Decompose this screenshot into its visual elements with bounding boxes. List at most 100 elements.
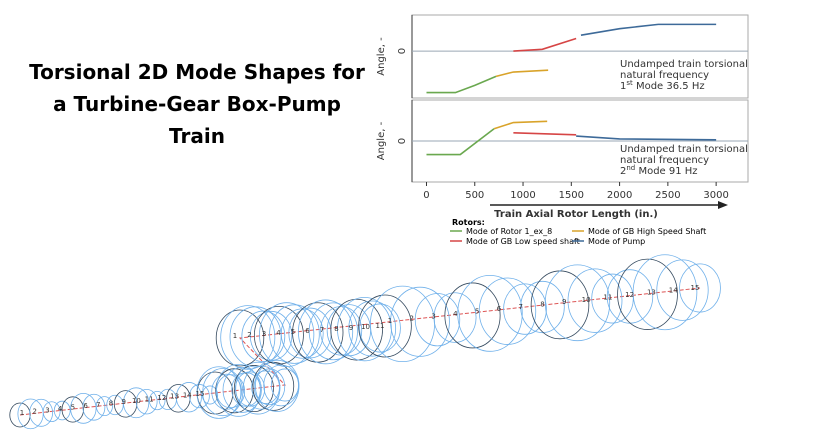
rotor-disk [330,298,383,361]
rotor-disk [259,302,315,368]
rotor-station-label: 10 [132,397,141,405]
series-line [580,23,717,36]
rotor-disk [233,365,274,413]
legend-label: Mode of Rotor 1_ex_8 [466,227,552,236]
rotor-station-label: 10 [361,323,370,331]
legend-label: Mode of GB Low speed shaft [466,237,580,246]
rotor-station-label: 4 [453,310,458,318]
annotation: natural frequency [620,155,709,166]
rotor-disk [269,304,320,364]
annotation: Undamped train torsional [620,59,748,70]
rotor-station-label: 1 [388,317,392,325]
series-line [576,135,717,141]
rotor-disk [70,392,97,424]
rotor-disk [189,384,210,409]
rotor-station-label: 10 [582,296,591,304]
rotor-disk [298,299,354,365]
rotor-disk [390,286,450,357]
rotor-station-label: 7 [518,303,522,311]
rotor-disk [9,402,31,428]
rotor-disk [457,274,523,352]
rotor-station-label: 5 [475,308,479,316]
rotor-station-label: 7 [320,326,324,334]
rotor-station-label: 13 [647,289,656,297]
rotor-disk [229,306,282,368]
rotor-station-label: 1 [233,332,237,340]
rotor-station-label: 8 [109,400,113,408]
rotor-disk [61,396,84,423]
x-arrow [490,201,728,209]
legend-title: Rotors: [452,218,485,227]
rotor-disk [270,368,300,402]
y-tick-label: 0 [397,138,408,144]
annotation-mode-text: Mode 36.5 Hz [633,81,705,92]
rotor-station-label: 14 [669,286,678,294]
annotation: 1st Mode 36.5 Hz [620,79,705,92]
rotor-disk [632,254,698,331]
x-tick-label: 0 [423,190,429,201]
rotor-disk [253,368,286,406]
rotor-disk [202,368,244,417]
rotor-disk [520,280,565,334]
rotor-disk [220,305,276,370]
x-tick-label: 500 [465,190,484,201]
legend-label: Mode of GB High Speed Shaft [588,227,706,236]
rotor-station-label: 11 [145,395,154,403]
rotor-station-label: 2 [410,315,414,323]
rotor-disk [444,282,501,349]
series-line [426,128,495,156]
rotor-station-label: 2 [247,331,251,339]
rotor-disk [175,382,202,413]
rotor-station-label: 1 [20,409,24,417]
rotor-disk [679,263,721,313]
title-line: Train [169,124,225,148]
rotor-station-label: 2 [32,408,36,416]
rotor-disk [503,283,547,335]
rotor-disk [241,310,286,362]
rotor-station-label: 6 [83,402,88,410]
rotor-disk [359,303,401,353]
rotor-station-label: 7 [96,401,100,409]
rotor-disk [42,401,61,423]
rotor-station-label: 9 [349,324,353,332]
rotor-station-label: 8 [334,325,338,333]
x-tick-label: 3000 [703,190,728,201]
y-axis-label: Angle, - [376,121,387,160]
rotor-disk [53,400,71,421]
rotor-disk [29,398,54,427]
rotor-disk [122,387,150,419]
rotor-disk [201,385,219,405]
series-line [513,37,577,52]
x-tick-label: 1500 [559,190,584,201]
x-axis-label: Train Axial Rotor Length (in.) [494,209,658,220]
rotor-disk [567,268,623,333]
title-line: a Turbine-Gear Box-Pump [53,92,341,116]
annotation: 2nd Mode 91 Hz [620,164,698,177]
legend-label: Mode of Pump [588,237,645,246]
rotor-station-label: 9 [562,298,566,306]
rotor-disk [135,388,158,415]
rotor-station-label: 11 [603,293,612,301]
rotor-disk [249,310,293,361]
rotor-disk [253,305,304,365]
rotor-disk [414,293,461,347]
rotor-station-label: 13 [170,393,179,401]
rotor-disk [148,390,166,411]
rotor-station-label: 6 [305,327,310,335]
rotor-disk [82,393,106,421]
rotor-station-label: 3 [45,406,49,414]
rotor-disk [215,309,265,367]
annotation-mode-text: Mode 91 Hz [635,166,697,177]
rotor-disk [348,300,397,357]
rotor-disk [308,302,358,361]
rotor-station-label: 15 [691,284,700,292]
rotor-station-label: 11 [376,322,385,330]
series-line [493,120,548,130]
annotation: natural frequency [620,70,709,81]
rotor-station-label: 3 [262,330,266,338]
rotor-disk [656,259,709,321]
title-line: Torsional 2D Mode Shapes for [29,60,365,84]
annotation-mode-number: 1 [620,81,626,92]
rotor-disk [196,366,242,419]
